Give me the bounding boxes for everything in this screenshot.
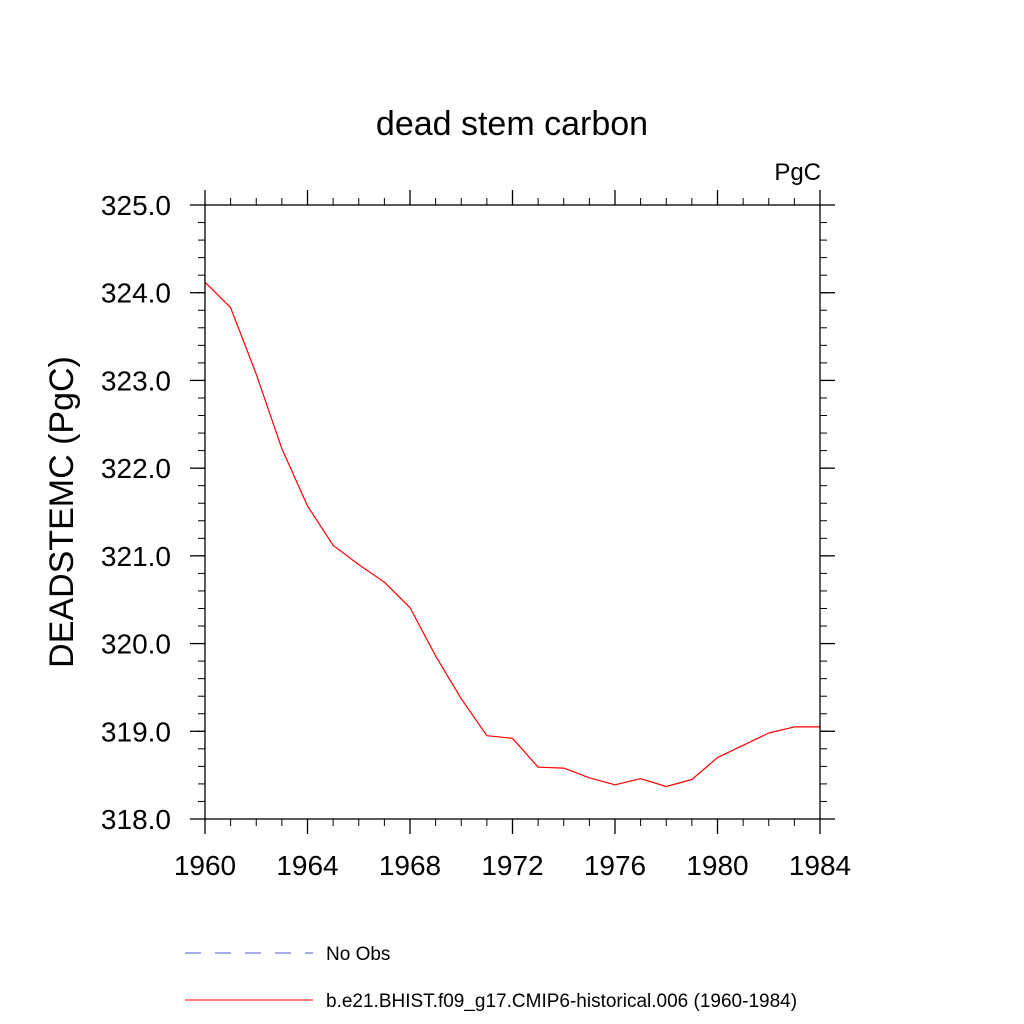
y-tick-label: 318.0	[101, 804, 171, 835]
plot-frame	[204, 204, 821, 820]
minor-ticks	[198, 198, 827, 826]
y-tick-label: 322.0	[101, 453, 171, 484]
x-tick-label: 1968	[379, 850, 441, 881]
x-tick-label: 1984	[789, 850, 851, 881]
series-group	[204, 281, 820, 788]
y-tick-labels: 318.0 319.0 320.0 321.0 322.0 323.0 324.0 325.0	[101, 190, 171, 835]
y-axis-label: DEADSTEMC (PgC)	[43, 356, 81, 668]
x-tick-label: 1972	[481, 850, 543, 881]
y-tick-label: 324.0	[101, 278, 171, 309]
y-tick-label: 319.0	[101, 716, 171, 747]
units-label: PgC	[774, 159, 821, 186]
x-tick-label: 1964	[276, 850, 338, 881]
y-tick-label: 321.0	[101, 541, 171, 572]
x-tick-label: 1960	[174, 850, 236, 881]
legend-label-no-obs: No Obs	[326, 944, 390, 965]
x-tick-label: 1976	[584, 850, 646, 881]
y-tick-label: 320.0	[101, 629, 171, 660]
legend-label-model: b.e21.BHIST.f09_g17.CMIP6-historical.006…	[326, 991, 797, 1012]
major-ticks	[190, 190, 835, 834]
chart-title: dead stem carbon	[376, 105, 648, 143]
series-line	[204, 281, 820, 788]
y-tick-label: 325.0	[101, 190, 171, 221]
x-tick-label: 1980	[686, 850, 748, 881]
y-tick-label: 323.0	[101, 365, 171, 396]
x-tick-labels: 1960 1964 1968 1972 1976 1980 1984	[174, 850, 851, 881]
legend: No Obs b.e21.BHIST.f09_g17.CMIP6-historic…	[185, 944, 797, 1012]
